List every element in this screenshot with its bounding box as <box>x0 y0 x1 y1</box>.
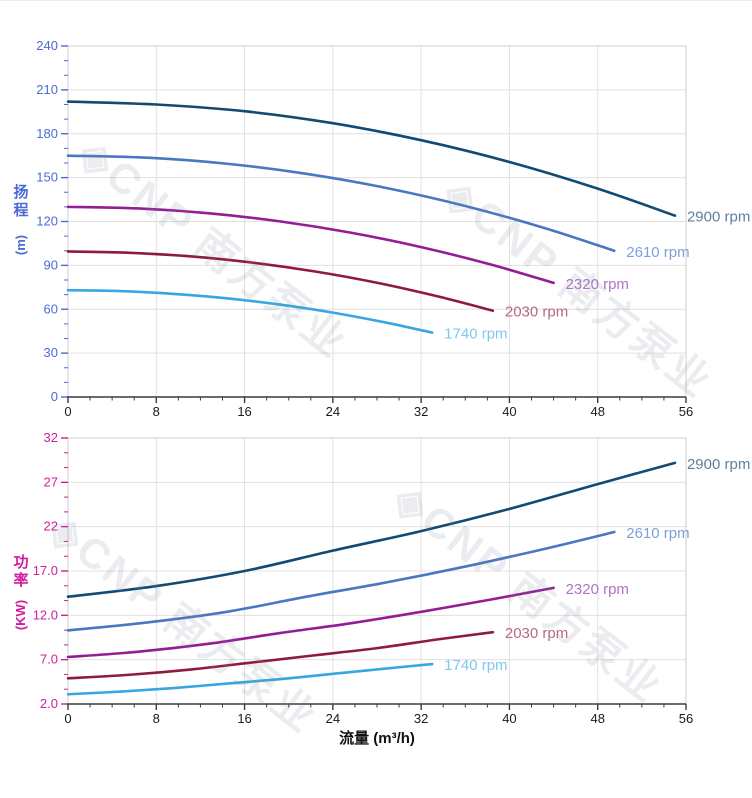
curve-2030rpm <box>66 250 495 313</box>
power-x-tick-label: 56 <box>679 711 693 726</box>
head-y-axis-title: 扬 程 (m) <box>4 184 38 256</box>
head-y-tick-label: 240 <box>36 38 58 53</box>
curve-2320rpm <box>66 205 555 285</box>
power-y-tick-label: 12.0 <box>33 607 58 622</box>
head-y-tick-label: 30 <box>44 345 58 360</box>
head-x-tick-label: 0 <box>64 404 71 419</box>
head-x-tick-label: 56 <box>679 404 693 419</box>
head-y-tick-label: 120 <box>36 214 58 229</box>
power-y-axis-title-char: 功 <box>13 554 29 571</box>
series-label-1740rpm: 1740 rpm <box>444 657 507 674</box>
power-x-tick-label: 32 <box>414 711 428 726</box>
power-y-tick-label: 7.0 <box>40 652 58 667</box>
curve-2610rpm <box>66 530 616 632</box>
power-y-tick-label: 17.0 <box>33 563 58 578</box>
power-x-tick-label: 8 <box>153 711 160 726</box>
power-y-axis-title: 功 率 (KW) <box>4 554 38 630</box>
head-x-tick-label: 8 <box>153 404 160 419</box>
power-y-axis-title-char: 率 <box>13 572 29 589</box>
curve-1740rpm <box>66 662 434 696</box>
head-y-tick-label: 0 <box>51 389 58 404</box>
head-y-axis-title-char: 扬 <box>13 184 29 201</box>
power-y-tick-label: 22 <box>44 519 58 534</box>
head-y-tick-label: 210 <box>36 82 58 97</box>
head-y-tick-label: 150 <box>36 170 58 185</box>
series-label-2030rpm: 2030 rpm <box>505 625 568 642</box>
power-y-tick-label: 32 <box>44 430 58 445</box>
curve-2030rpm <box>66 630 495 680</box>
curve-2900rpm <box>66 100 677 217</box>
power-y-tick-label: 2.0 <box>40 696 58 711</box>
head-x-tick-label: 16 <box>237 404 251 419</box>
head-x-tick-label: 40 <box>502 404 516 419</box>
head-x-tick-label: 32 <box>414 404 428 419</box>
series-label-1740rpm: 1740 rpm <box>444 326 507 343</box>
power-y-axis-unit: (KW) <box>12 599 28 631</box>
series-label-2610rpm: 2610 rpm <box>626 525 689 542</box>
power-x-tick-label: 24 <box>326 711 340 726</box>
power-x-tick-label: 48 <box>590 711 604 726</box>
head-y-tick-label: 60 <box>44 301 58 316</box>
power-chart: 2.0 7.0 12.0 17.0 22 27 32 0 8 16 24 32 40 48 56 2900 r… <box>33 430 751 726</box>
head-chart: 0 30 60 90 120 150 180 210 240 0 8 16 24 32 40 48 56 2900… <box>36 38 750 419</box>
series-label-2900rpm: 2900 rpm <box>687 209 750 226</box>
head-y-tick-label: 90 <box>44 257 58 272</box>
curve-2610rpm <box>66 154 616 253</box>
power-x-tick-label: 0 <box>64 711 71 726</box>
x-axis-title: 流量 (m³/h) <box>339 730 415 747</box>
curve-2320rpm <box>66 586 555 659</box>
series-label-2610rpm: 2610 rpm <box>626 244 689 261</box>
power-x-tick-label: 16 <box>237 711 251 726</box>
curve-2900rpm <box>66 461 677 599</box>
series-label-2030rpm: 2030 rpm <box>505 304 568 321</box>
head-y-axis-title-char: 程 <box>13 202 29 219</box>
curve-1740rpm <box>66 288 434 334</box>
head-x-tick-label: 24 <box>326 404 340 419</box>
series-label-2320rpm: 2320 rpm <box>566 276 629 293</box>
power-y-tick-label: 27 <box>44 474 58 489</box>
power-x-tick-label: 40 <box>502 711 516 726</box>
head-x-tick-label: 48 <box>590 404 604 419</box>
head-y-tick-label: 180 <box>36 126 58 141</box>
series-label-2320rpm: 2320 rpm <box>566 581 629 598</box>
series-label-2900rpm: 2900 rpm <box>687 456 750 473</box>
head-y-axis-unit: (m) <box>13 234 28 256</box>
